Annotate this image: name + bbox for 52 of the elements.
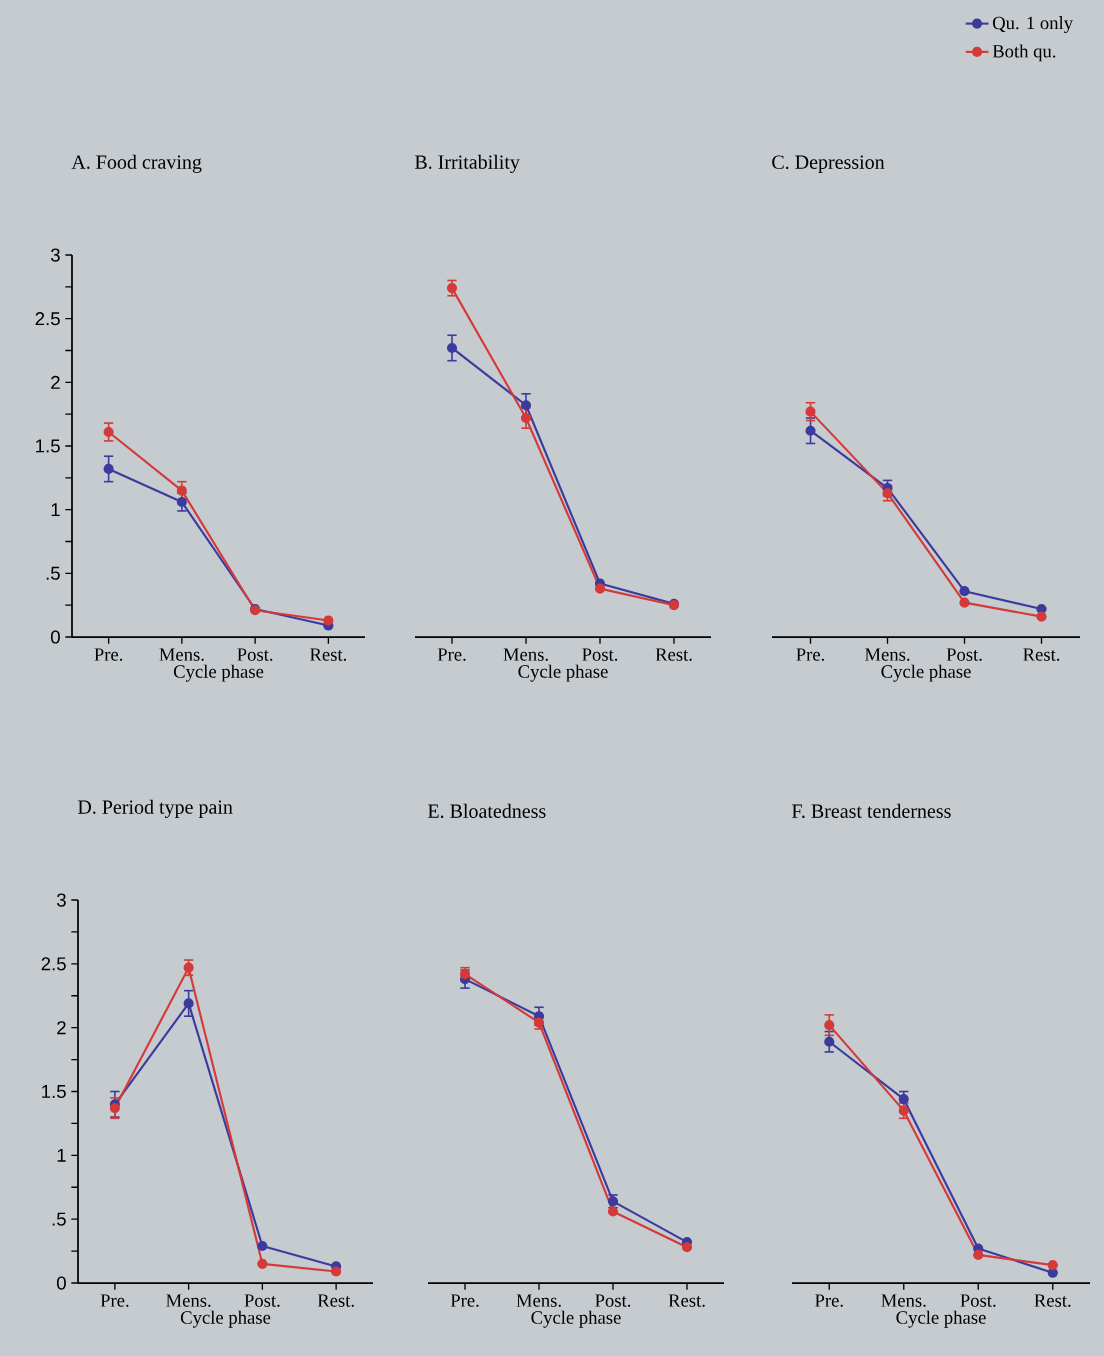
x-tick-label: Mens.: [159, 648, 204, 661]
y-tick-label: 1: [51, 503, 60, 517]
x-axis-title: Cycle phase: [896, 1310, 986, 1328]
x-tick-label: Rest.: [317, 1294, 354, 1307]
x-tick-label: Rest.: [1034, 1294, 1071, 1307]
x-tick-label: Post.: [582, 648, 618, 661]
x-tick-label: Post.: [960, 1294, 996, 1307]
y-tick-label: 1: [57, 1148, 66, 1162]
x-tick-label: Rest.: [655, 648, 692, 661]
y-tick-label: .5: [52, 1212, 66, 1226]
x-tick-label: Rest.: [1023, 648, 1060, 661]
x-tick-label: Rest.: [309, 648, 347, 661]
x-tick-label: Pre.: [796, 648, 825, 661]
chart-title: A. Food craving: [71, 154, 202, 173]
x-tick-label: Mens.: [516, 1294, 561, 1307]
x-tick-label: Post.: [237, 648, 273, 661]
x-axis-title: Cycle phase: [180, 1310, 271, 1328]
x-tick-label: Post.: [946, 648, 982, 661]
chart-title: E. Bloatedness: [427, 803, 546, 818]
x-axis-title: Cycle phase: [881, 664, 971, 682]
chart-title: B. Irritability: [414, 154, 520, 173]
x-axis-title: Cycle phase: [173, 664, 264, 682]
x-tick-label: Pre.: [437, 648, 466, 661]
x-tick-label: Pre.: [450, 1294, 479, 1307]
y-tick-label: 1.5: [42, 1085, 66, 1099]
y-tick-label: 2.5: [41, 957, 66, 971]
chart-title: F. Breast tenderness: [791, 803, 951, 818]
x-tick-label: Mens.: [881, 1294, 926, 1307]
y-tick-label: 2.5: [35, 312, 60, 326]
y-tick-label: 1.5: [36, 439, 60, 453]
y-tick-label: 3: [56, 893, 66, 907]
x-tick-label: Mens.: [864, 648, 910, 661]
y-tick-label: 3: [50, 248, 60, 262]
x-axis-title: Cycle phase: [531, 1310, 621, 1328]
x-tick-label: Post.: [244, 1294, 280, 1307]
y-tick-label: 2: [51, 375, 60, 389]
y-tick-label: .5: [46, 566, 60, 580]
y-tick-label: 2: [57, 1021, 66, 1035]
x-tick-label: Pre.: [100, 1294, 129, 1307]
y-tick-label: 0: [50, 630, 60, 644]
legend-label: Qu. 1 only: [992, 16, 1073, 34]
y-tick-label: 0: [56, 1276, 66, 1290]
x-tick-label: Rest.: [668, 1294, 705, 1307]
x-tick-label: Post.: [595, 1294, 631, 1307]
x-tick-label: Pre.: [94, 648, 123, 661]
legend-label: Both qu.: [992, 44, 1056, 62]
chart-title: C. Depression: [772, 155, 885, 173]
x-tick-label: Mens.: [503, 648, 548, 661]
x-axis-title: Cycle phase: [518, 664, 608, 682]
x-tick-label: Mens.: [166, 1294, 211, 1307]
chart-title: D. Period type pain: [77, 799, 233, 818]
x-tick-label: Pre.: [815, 1294, 843, 1307]
